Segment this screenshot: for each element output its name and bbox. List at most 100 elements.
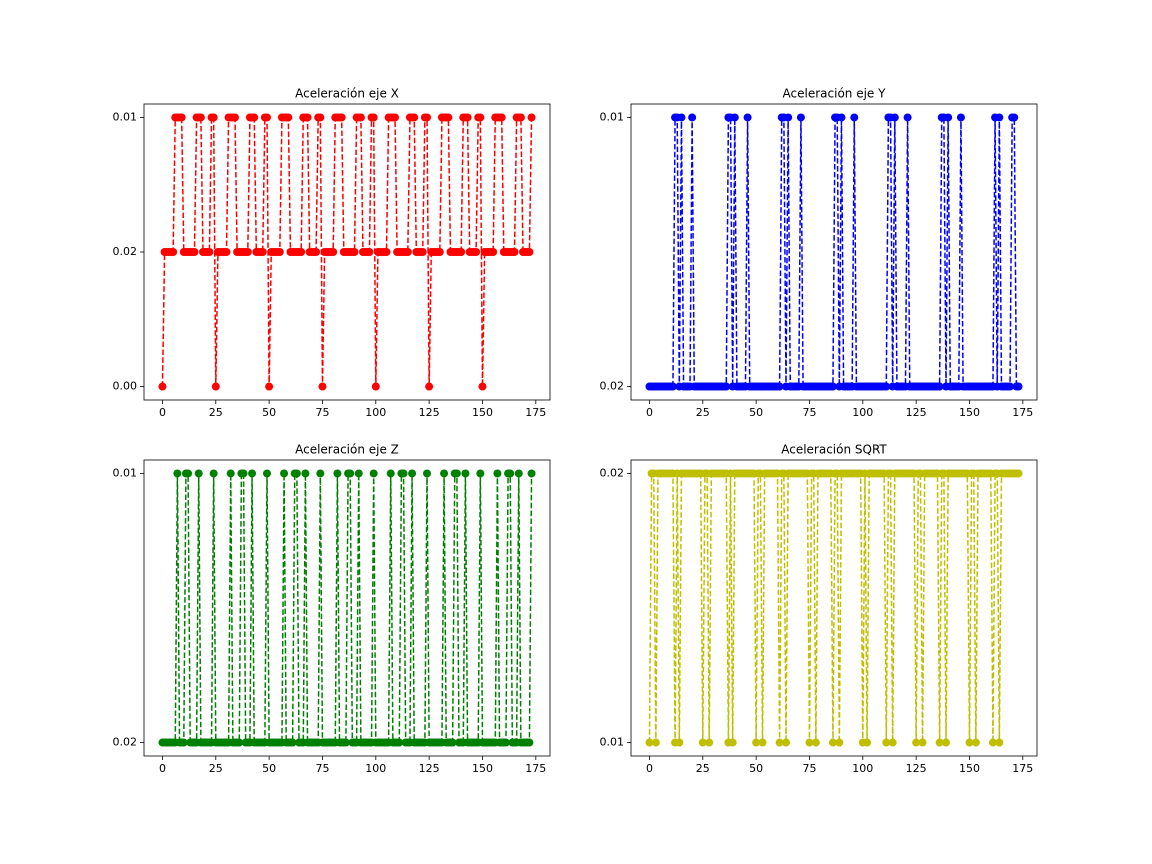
data-point <box>472 248 481 256</box>
data-point <box>912 738 921 747</box>
data-point <box>440 469 449 478</box>
x-tick-label: 25 <box>209 762 223 775</box>
data-point <box>971 738 980 747</box>
data-point <box>828 382 837 391</box>
data-point <box>288 738 297 747</box>
data-line <box>162 472 533 744</box>
data-point <box>527 469 536 478</box>
data-point <box>935 738 944 747</box>
y-tick-label: 0.02 <box>600 466 625 479</box>
x-tick-label: 150 <box>472 762 493 775</box>
data-point <box>478 382 487 391</box>
y-tick-label: 0.00 <box>113 380 138 393</box>
data-point <box>365 248 374 256</box>
data-point <box>354 469 363 478</box>
data-point <box>423 469 432 478</box>
data-point <box>184 469 193 478</box>
data-point <box>423 113 432 122</box>
data-point <box>988 738 997 747</box>
data-point <box>297 248 306 256</box>
data-point <box>995 113 1004 122</box>
data-point <box>316 113 325 122</box>
x-tick-label: 75 <box>802 406 816 419</box>
data-point <box>301 469 310 478</box>
y-tick-label: 0.02 <box>113 245 138 258</box>
data-point <box>743 113 752 122</box>
x-tick-label: 175 <box>525 406 546 419</box>
data-point <box>222 248 231 256</box>
x-tick-label: 100 <box>365 406 386 419</box>
data-point <box>194 469 203 478</box>
chart-title: Aceleración eje Z <box>295 443 399 457</box>
data-point <box>651 738 660 747</box>
data-line <box>649 116 1019 388</box>
data-point <box>965 738 974 747</box>
data-point <box>1014 469 1023 478</box>
data-point <box>525 248 534 256</box>
data-point <box>796 113 805 122</box>
data-point <box>284 113 293 122</box>
y-tick-label: 0.02 <box>600 380 625 393</box>
data-point <box>698 738 707 747</box>
x-tick-label: 50 <box>749 762 763 775</box>
data-point <box>476 469 485 478</box>
data-point <box>399 469 408 478</box>
data-point <box>688 113 697 122</box>
data-point <box>888 738 897 747</box>
data-point <box>705 738 714 747</box>
data-point <box>677 113 686 122</box>
data-point <box>497 113 506 122</box>
x-tick-label: 125 <box>906 406 927 419</box>
data-point <box>205 248 214 256</box>
data-point <box>341 738 350 747</box>
data-point <box>935 382 944 391</box>
data-point <box>811 738 820 747</box>
axes-frame <box>143 459 551 757</box>
data-point <box>248 469 257 478</box>
data-point <box>863 738 872 747</box>
data-point <box>337 113 346 122</box>
data-point <box>1006 382 1015 391</box>
data-point <box>395 738 404 747</box>
data-point <box>805 738 814 747</box>
data-point <box>956 113 965 122</box>
x-tick-label: 100 <box>852 406 873 419</box>
data-point <box>463 113 472 122</box>
y-tick-label: 0.01 <box>113 110 138 123</box>
data-point <box>1014 382 1023 391</box>
data-point <box>346 469 355 478</box>
chart-title: Aceleración eje X <box>295 87 399 101</box>
data-point <box>675 738 684 747</box>
x-tick-label: 125 <box>419 762 440 775</box>
data-point <box>461 469 470 478</box>
data-point <box>476 113 485 122</box>
x-tick-label: 75 <box>315 762 329 775</box>
data-point <box>262 469 271 478</box>
x-tick-label: 175 <box>525 762 546 775</box>
data-point <box>882 382 891 391</box>
x-tick-label: 150 <box>959 762 980 775</box>
x-tick-label: 75 <box>315 406 329 419</box>
data-point <box>781 738 790 747</box>
data-point <box>318 382 327 391</box>
data-point <box>448 738 457 747</box>
x-tick-label: 175 <box>1012 406 1033 419</box>
data-point <box>457 248 466 256</box>
data-point <box>408 469 417 478</box>
data-point <box>775 738 784 747</box>
data-point <box>444 113 453 122</box>
data-point <box>775 382 784 391</box>
data-point <box>918 738 927 747</box>
data-point <box>828 738 837 747</box>
data-point <box>211 382 220 391</box>
y-tick-label: 0.02 <box>113 736 138 749</box>
data-point <box>506 469 515 478</box>
data-point <box>350 248 359 256</box>
x-tick-label: 150 <box>472 406 493 419</box>
data-point <box>173 469 182 478</box>
data-point <box>510 248 519 256</box>
data-line <box>648 472 1019 743</box>
data-point <box>265 382 274 391</box>
x-tick-label: 50 <box>749 406 763 419</box>
